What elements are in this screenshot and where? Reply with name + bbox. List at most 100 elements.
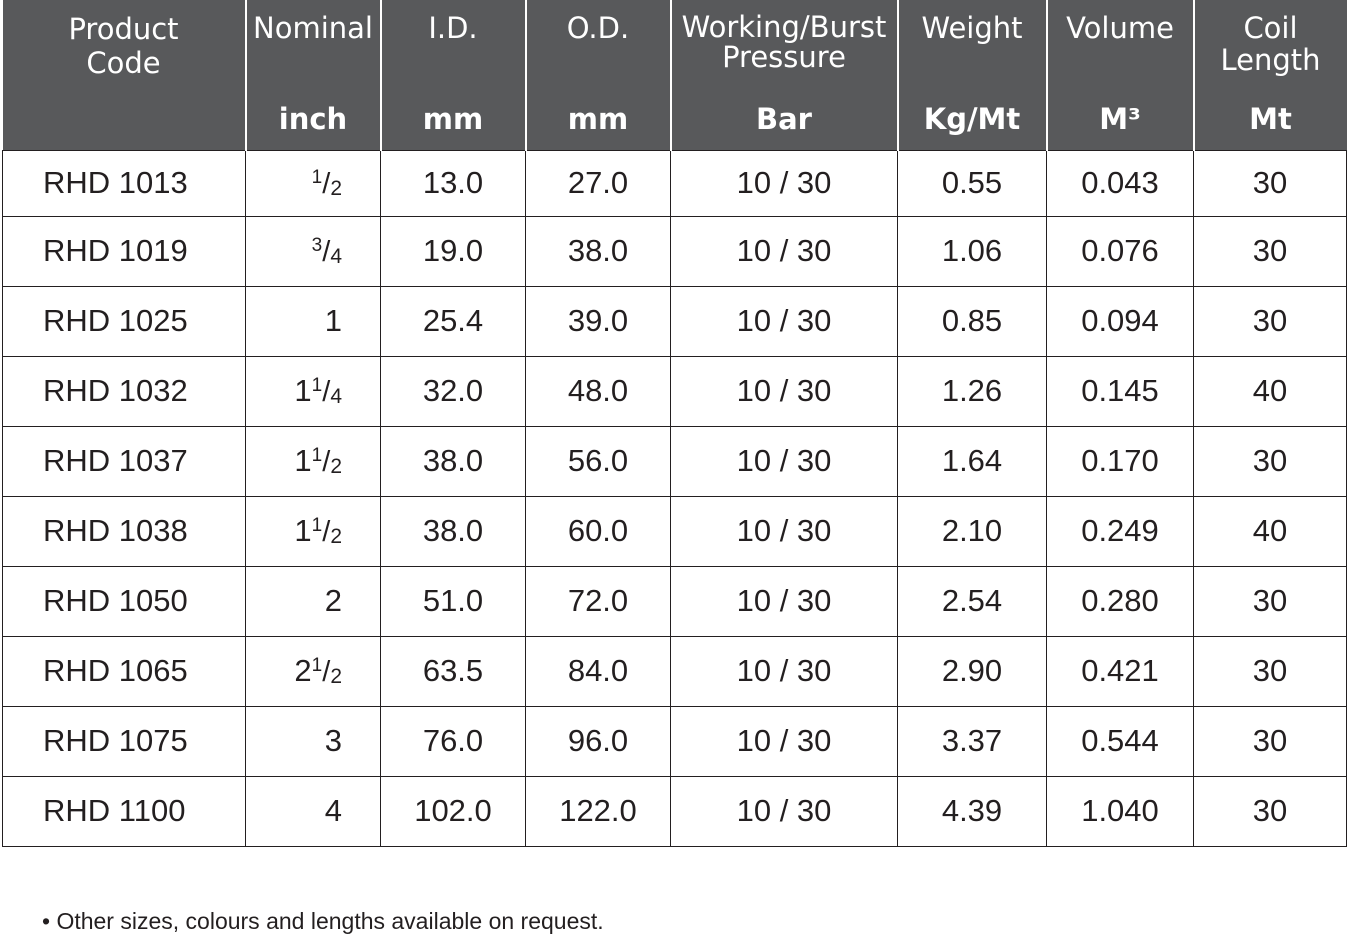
cell-pressure: 10 / 30	[670, 355, 898, 427]
header-volume: Volume	[1045, 0, 1195, 98]
cell-weight: 4.39	[897, 775, 1047, 847]
cell-nominal: 2	[245, 565, 381, 637]
fraction-slash: /	[322, 656, 331, 688]
unit-volume: M³	[1045, 98, 1195, 150]
nominal-whole: 4	[324, 793, 342, 828]
cell-volume: 0.280	[1046, 565, 1194, 637]
nominal-whole: 3	[324, 723, 342, 758]
cell-coil-length: 30	[1193, 775, 1347, 847]
cell-od: 38.0	[525, 215, 671, 287]
cell-id: 38.0	[380, 495, 526, 567]
cell-od: 39.0	[525, 285, 671, 357]
cell-id: 19.0	[380, 215, 526, 287]
cell-pressure: 10 / 30	[670, 635, 898, 707]
cell-coil-length: 30	[1193, 635, 1347, 707]
header-pressure-line2: Pressure	[722, 40, 846, 74]
nominal-denominator: 2	[330, 455, 342, 478]
cell-coil-length: 30	[1193, 285, 1347, 357]
cell-weight: 2.54	[897, 565, 1047, 637]
cell-coil-length: 30	[1193, 565, 1347, 637]
cell-nominal: 3/4	[245, 215, 381, 287]
cell-id: 13.0	[380, 149, 526, 217]
cell-od: 48.0	[525, 355, 671, 427]
fraction-slash: /	[322, 446, 331, 478]
cell-volume: 0.544	[1046, 705, 1194, 777]
cell-volume: 0.249	[1046, 495, 1194, 567]
cell-volume: 1.040	[1046, 775, 1194, 847]
cell-od: 96.0	[525, 705, 671, 777]
nominal-whole: 1	[294, 443, 312, 478]
cell-od: 122.0	[525, 775, 671, 847]
cell-weight: 2.90	[897, 635, 1047, 707]
table-row: RHD 1013 1/2 13.0 27.0 10 / 30 0.55 0.043 30	[2, 149, 1347, 217]
cell-volume: 0.094	[1046, 285, 1194, 357]
cell-product-code: RHD 1013	[2, 149, 246, 217]
cell-weight: 2.10	[897, 495, 1047, 567]
cell-pressure: 10 / 30	[670, 775, 898, 847]
table-row: RHD 1025 1 25.4 39.0 10 / 30 0.85 0.094 30	[2, 285, 1347, 357]
header-od: O.D.	[524, 0, 672, 98]
nominal-denominator: 4	[330, 245, 342, 268]
nominal-whole: 1	[294, 513, 312, 548]
cell-volume: 0.421	[1046, 635, 1194, 707]
cell-od: 72.0	[525, 565, 671, 637]
nominal-whole: 1	[324, 303, 342, 338]
header-pressure-line1: Working/Burst	[681, 10, 887, 44]
cell-weight: 0.85	[897, 285, 1047, 357]
nominal-denominator: 4	[330, 385, 342, 408]
cell-volume: 0.043	[1046, 149, 1194, 217]
cell-od: 84.0	[525, 635, 671, 707]
cell-weight: 1.06	[897, 215, 1047, 287]
cell-pressure: 10 / 30	[670, 149, 898, 217]
cell-weight: 1.64	[897, 425, 1047, 497]
cell-product-code: RHD 1025	[2, 285, 246, 357]
spec-table: Product Code Nominal I.D. O.D. Working/B…	[2, 0, 1347, 847]
cell-nominal: 11/2	[245, 495, 381, 567]
cell-nominal: 11/4	[245, 355, 381, 427]
cell-id: 51.0	[380, 565, 526, 637]
header-product-code-line1: Product	[68, 12, 179, 46]
table-row: RHD 1100 4 102.0 122.0 10 / 30 4.39 1.040 30	[2, 775, 1347, 847]
header-product-code: Product Code	[2, 0, 247, 98]
fraction-slash: /	[322, 376, 331, 408]
table-row: RHD 1019 3/4 19.0 38.0 10 / 30 1.06 0.076 30	[2, 215, 1347, 287]
nominal-whole: 2	[324, 583, 342, 618]
table-body: RHD 1013 1/2 13.0 27.0 10 / 30 0.55 0.043 30 RHD…	[2, 149, 1347, 847]
cell-nominal: 1	[245, 285, 381, 357]
cell-weight: 0.55	[897, 149, 1047, 217]
cell-coil-length: 30	[1193, 215, 1347, 287]
fraction-slash: /	[322, 168, 331, 200]
nominal-numerator: 1	[311, 375, 323, 396]
unit-weight: Kg/Mt	[896, 98, 1048, 150]
header-coil-length: Coil Length	[1192, 0, 1347, 98]
cell-coil-length: 30	[1193, 149, 1347, 217]
nominal-numerator: 1	[311, 167, 323, 188]
nominal-numerator: 1	[311, 445, 323, 466]
nominal-denominator: 2	[330, 177, 342, 200]
cell-id: 32.0	[380, 355, 526, 427]
footnote: • Other sizes, colours and lengths avail…	[42, 908, 604, 934]
header-coil-line2: Length	[1220, 43, 1321, 77]
unit-pressure: Bar	[669, 98, 899, 150]
cell-nominal: 21/2	[245, 635, 381, 707]
cell-product-code: RHD 1065	[2, 635, 246, 707]
cell-id: 76.0	[380, 705, 526, 777]
nominal-whole: 2	[294, 653, 312, 688]
cell-weight: 3.37	[897, 705, 1047, 777]
cell-od: 60.0	[525, 495, 671, 567]
cell-product-code: RHD 1019	[2, 215, 246, 287]
header-nominal: Nominal	[244, 0, 382, 98]
cell-id: 25.4	[380, 285, 526, 357]
cell-product-code: RHD 1032	[2, 355, 246, 427]
cell-volume: 0.170	[1046, 425, 1194, 497]
nominal-numerator: 3	[311, 235, 323, 256]
cell-volume: 0.145	[1046, 355, 1194, 427]
cell-product-code: RHD 1037	[2, 425, 246, 497]
cell-pressure: 10 / 30	[670, 215, 898, 287]
cell-coil-length: 40	[1193, 495, 1347, 567]
cell-coil-length: 30	[1193, 425, 1347, 497]
nominal-numerator: 1	[311, 515, 323, 536]
header-unit-row: inch mm mm Bar Kg/Mt M³ Mt	[2, 98, 1347, 150]
table-row: RHD 1038 11/2 38.0 60.0 10 / 30 2.10 0.249 40	[2, 495, 1347, 567]
header-weight: Weight	[896, 0, 1048, 98]
